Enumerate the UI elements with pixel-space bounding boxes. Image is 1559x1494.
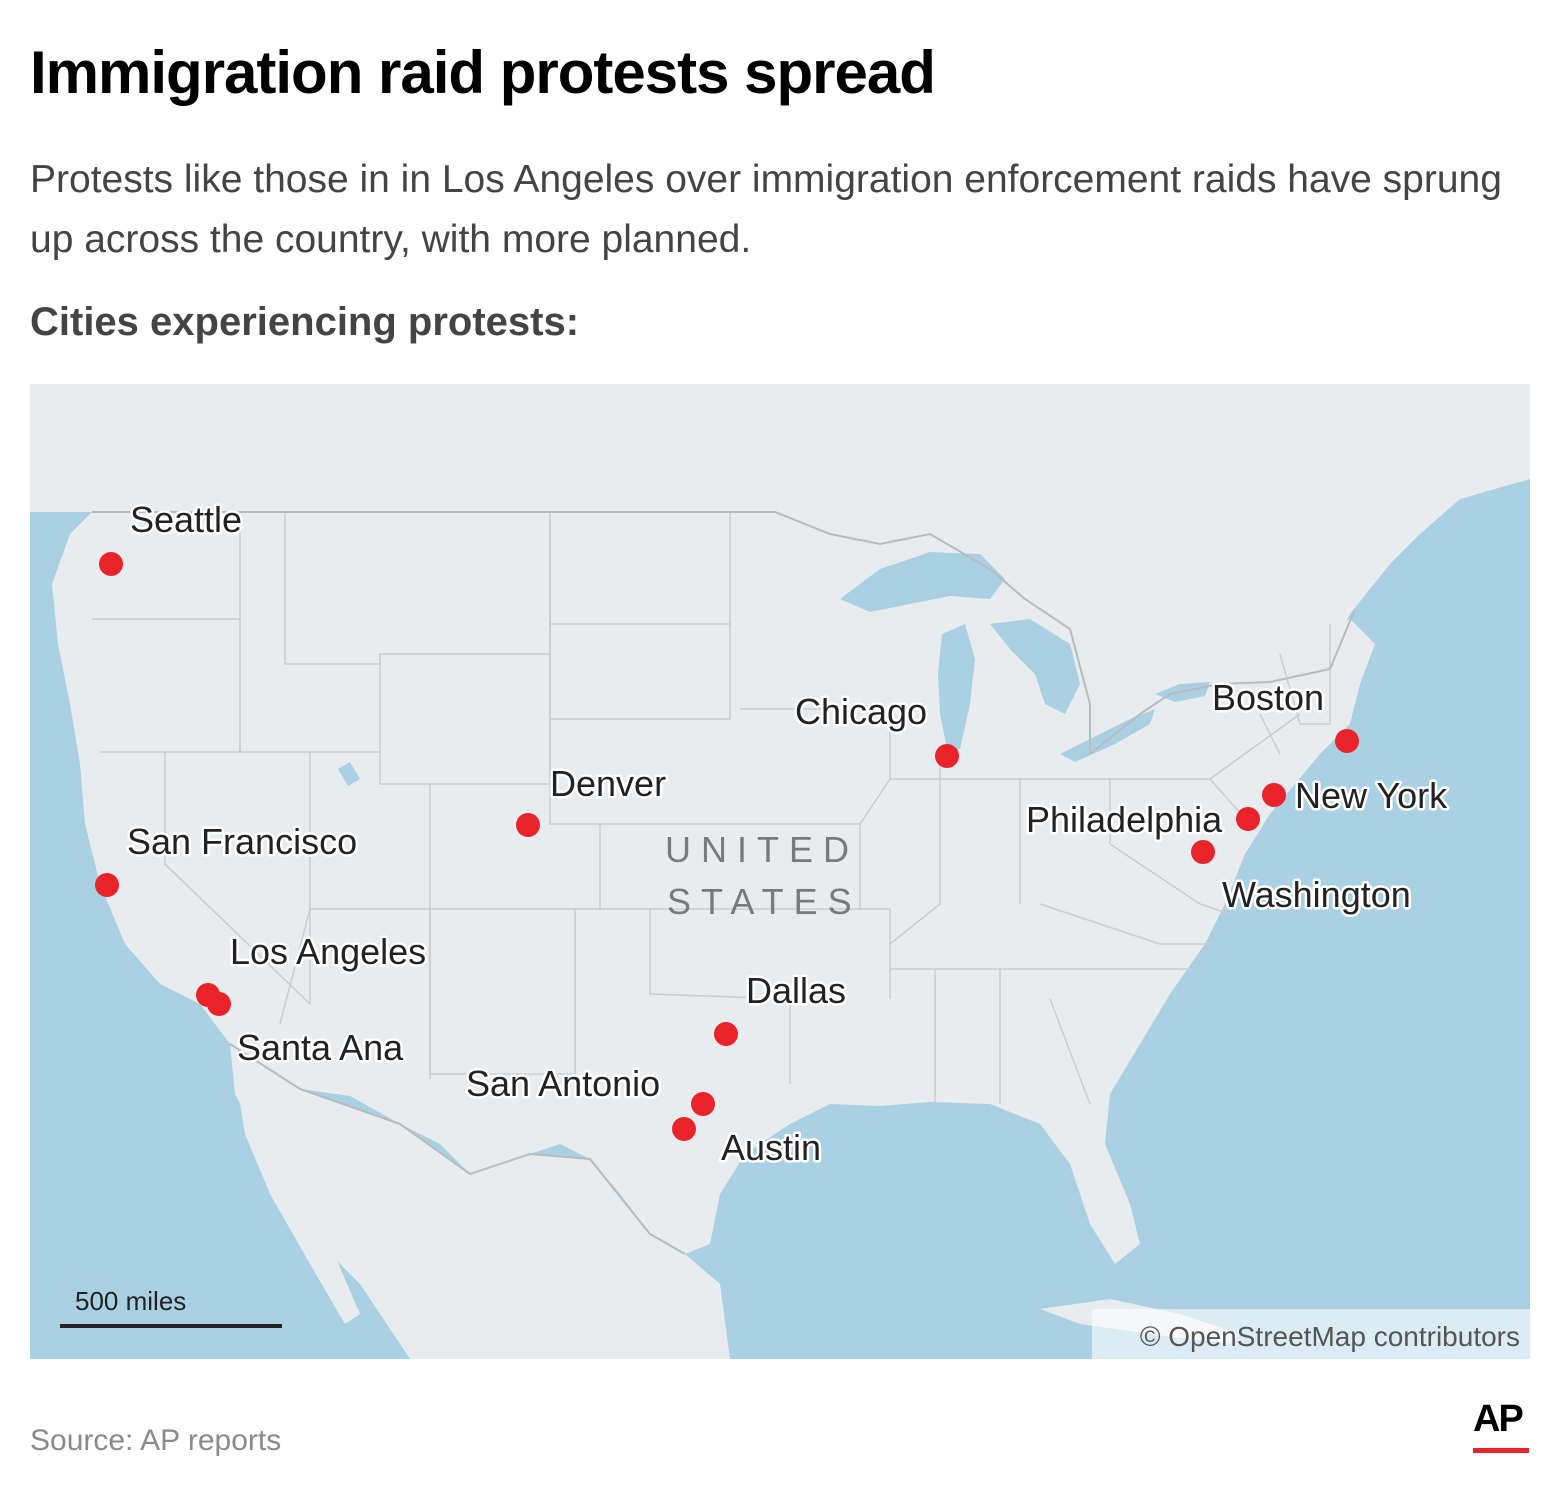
state-borders: [92, 512, 1331, 1105]
lake-huron: [990, 619, 1080, 714]
label-denver: Denver: [550, 763, 666, 804]
marker-san-francisco[interactable]: [95, 873, 119, 897]
protest-map: UNITED STATES Seattle San Francisco Los …: [30, 384, 1530, 1359]
marker-santa-ana[interactable]: [207, 992, 231, 1016]
label-san-francisco: San Francisco: [127, 821, 357, 862]
marker-austin[interactable]: [691, 1092, 715, 1116]
attribution-text: © OpenStreetMap contributors: [1140, 1321, 1520, 1352]
country-label-line1: UNITED: [665, 829, 859, 870]
marker-denver[interactable]: [516, 813, 540, 837]
label-san-antonio: San Antonio: [466, 1063, 660, 1104]
map-canvas: UNITED STATES Seattle San Francisco Los …: [30, 384, 1530, 1359]
marker-chicago[interactable]: [935, 744, 959, 768]
page-title: Immigration raid protests spread: [30, 39, 936, 106]
marker-washington[interactable]: [1191, 840, 1215, 864]
section-label: Cities experiencing protests:: [30, 300, 580, 344]
city-markers: [95, 552, 1359, 1141]
ap-logo-text: AP: [1473, 1398, 1524, 1440]
label-boston: Boston: [1212, 677, 1324, 718]
scale-bar: [60, 1324, 282, 1328]
marker-dallas[interactable]: [714, 1022, 738, 1046]
mexico-landmass: [230, 1044, 730, 1359]
label-new-york: New York: [1295, 775, 1448, 816]
baja-peninsula: [235, 1074, 360, 1324]
attribution-box: [1092, 1309, 1530, 1359]
label-santa-ana: Santa Ana: [237, 1027, 404, 1068]
ap-logo-bar: [1473, 1448, 1529, 1453]
label-chicago: Chicago: [795, 691, 927, 732]
scale-label: 500 miles: [75, 1286, 186, 1316]
subtitle: Protests like those in in Los Angeles ov…: [30, 158, 1502, 261]
ap-logo: AP: [1473, 1398, 1529, 1456]
mexico-us-border: [229, 1043, 686, 1255]
label-dallas: Dallas: [746, 970, 846, 1011]
label-philadelphia: Philadelphia: [1026, 799, 1223, 840]
lake-michigan: [938, 624, 975, 754]
great-salt-lake: [338, 762, 360, 786]
marker-philadelphia[interactable]: [1236, 807, 1260, 831]
country-label-line2: STATES: [667, 881, 862, 922]
source-note: Source: AP reports: [30, 1424, 282, 1457]
lake-superior: [840, 552, 1005, 612]
marker-seattle[interactable]: [99, 552, 123, 576]
canada-landmass: [30, 384, 1530, 769]
label-austin: Austin: [721, 1127, 821, 1168]
canada-us-border: [92, 511, 1356, 757]
marker-san-antonio[interactable]: [672, 1117, 696, 1141]
label-los-angeles: Los Angeles: [230, 931, 426, 972]
marker-boston[interactable]: [1335, 729, 1359, 753]
label-washington: Washington: [1222, 874, 1411, 915]
label-seattle: Seattle: [130, 499, 242, 540]
marker-new-york[interactable]: [1262, 783, 1286, 807]
